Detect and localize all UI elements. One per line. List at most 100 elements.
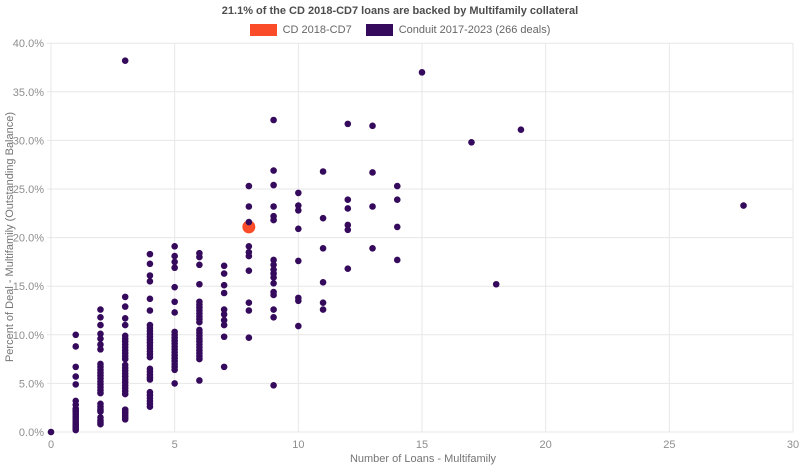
conduit-data-point	[393, 182, 401, 190]
x-tick-label: 30	[787, 439, 799, 451]
conduit-data-point	[245, 267, 253, 274]
conduit-data-point	[72, 426, 80, 434]
y-tick-label: 20.0%	[13, 233, 44, 245]
conduit-data-point	[295, 297, 302, 305]
x-tick-label: 15	[416, 439, 428, 451]
conduit-data-point	[47, 428, 55, 436]
conduit-data-point	[220, 311, 228, 318]
x-axis-title: Number of Loans - Multifamily	[350, 453, 497, 465]
cd-data-point	[242, 220, 256, 234]
conduit-data-point	[319, 168, 327, 175]
conduit-data-point	[97, 341, 104, 348]
conduit-data-point	[270, 274, 277, 281]
conduit-data-point	[121, 416, 129, 423]
conduit-data-point	[369, 244, 376, 252]
conduit-data-point	[146, 250, 154, 258]
conduit-data-point	[270, 291, 277, 299]
conduit-data-point	[344, 265, 352, 273]
y-tick-label: 25.0%	[13, 184, 44, 196]
conduit-data-point	[295, 189, 302, 197]
conduit-data-point	[393, 196, 401, 203]
conduit-data-point	[220, 281, 228, 289]
conduit-data-point	[220, 270, 228, 277]
y-tick-label: 40.0%	[13, 38, 44, 50]
conduit-data-point	[72, 343, 80, 350]
conduit-data-point	[270, 306, 277, 313]
conduit-data-point	[295, 202, 302, 209]
conduit-data-point	[393, 223, 401, 231]
conduit-data-point	[295, 225, 302, 233]
conduit-data-point	[171, 258, 178, 266]
conduit-data-point	[369, 203, 376, 210]
conduit-data-point	[344, 221, 352, 229]
conduit-data-point	[121, 314, 129, 322]
conduit-data-point	[270, 216, 277, 224]
conduit-data-point	[72, 373, 80, 380]
conduit-data-point	[97, 335, 104, 342]
conduit-data-point	[121, 321, 129, 329]
conduit-data-point	[97, 420, 104, 428]
conduit-data-point	[319, 299, 327, 307]
conduit-data-point	[270, 279, 277, 287]
x-tick-label: 20	[540, 439, 552, 451]
legend-swatch-cd-2018-cd7	[249, 24, 277, 36]
conduit-data-point	[270, 116, 277, 124]
legend-item-cd-2018-cd7: CD 2018-CD7	[249, 24, 352, 36]
conduit-data-point	[245, 334, 253, 342]
conduit-data-point	[270, 261, 277, 269]
conduit-data-point	[295, 257, 302, 265]
conduit-data-point	[97, 306, 104, 313]
y-tick-label: 10.0%	[13, 330, 44, 342]
y-tick-label: 15.0%	[13, 281, 44, 293]
legend: CD 2018-CD7 Conduit 2017-2023 (266 deals…	[0, 24, 800, 36]
conduit-data-point	[196, 355, 203, 363]
conduit-data-point	[418, 69, 426, 76]
conduit-data-point	[146, 278, 154, 285]
conduit-data-point	[196, 377, 203, 384]
legend-label-conduit: Conduit 2017-2023 (266 deals)	[398, 24, 551, 36]
conduit-data-point	[72, 331, 80, 339]
conduit-data-point	[97, 330, 104, 338]
conduit-data-point	[319, 244, 327, 252]
y-tick-label: 0.0%	[19, 427, 44, 439]
conduit-data-point	[121, 390, 129, 398]
conduit-data-point	[245, 203, 253, 210]
conduit-data-point	[72, 363, 80, 371]
legend-label-cd-2018-cd7: CD 2018-CD7	[282, 24, 352, 36]
y-axis-title: Percent of Deal - Multifamily (Outstandi…	[4, 112, 16, 362]
conduit-data-point	[245, 182, 253, 190]
conduit-data-point	[369, 169, 376, 176]
conduit-data-point	[220, 333, 228, 341]
conduit-data-point	[295, 207, 302, 214]
conduit-data-point	[245, 307, 253, 314]
conduit-data-point	[270, 203, 277, 210]
conduit-data-point	[344, 205, 352, 212]
conduit-data-point	[492, 280, 500, 288]
conduit-data-point	[146, 353, 154, 361]
x-tick-label: 25	[663, 439, 675, 451]
chart-title: 21.1% of the CD 2018-CD7 loans are backe…	[221, 5, 579, 17]
conduit-data-point	[319, 306, 327, 313]
conduit-data-point	[171, 243, 178, 250]
conduit-data-point	[146, 376, 154, 383]
conduit-data-point	[517, 126, 525, 134]
conduit-data-point	[97, 389, 104, 397]
conduit-data-point	[146, 295, 154, 303]
conduit-data-point	[344, 120, 352, 128]
grid-lines	[47, 42, 794, 433]
conduit-data-point	[220, 363, 228, 371]
y-tick-label: 5.0%	[19, 378, 44, 390]
axis-tick-labels: 0.0% 5.0% 10.0% 15.0% 20.0% 25.0% 30.0% 35.0% 40…	[13, 38, 799, 451]
conduit-data-point	[220, 289, 228, 297]
conduit-data-point	[344, 196, 352, 203]
conduit-data-point	[121, 57, 129, 64]
conduit-data-point	[245, 218, 253, 226]
conduit-data-point	[196, 318, 203, 326]
conduit-data-point	[171, 309, 178, 316]
conduit-data-point	[121, 293, 129, 301]
conduit-data-point	[196, 253, 203, 261]
conduit-data-point	[146, 403, 154, 411]
conduit-data-point	[270, 167, 277, 174]
conduit-data-point	[220, 321, 228, 329]
